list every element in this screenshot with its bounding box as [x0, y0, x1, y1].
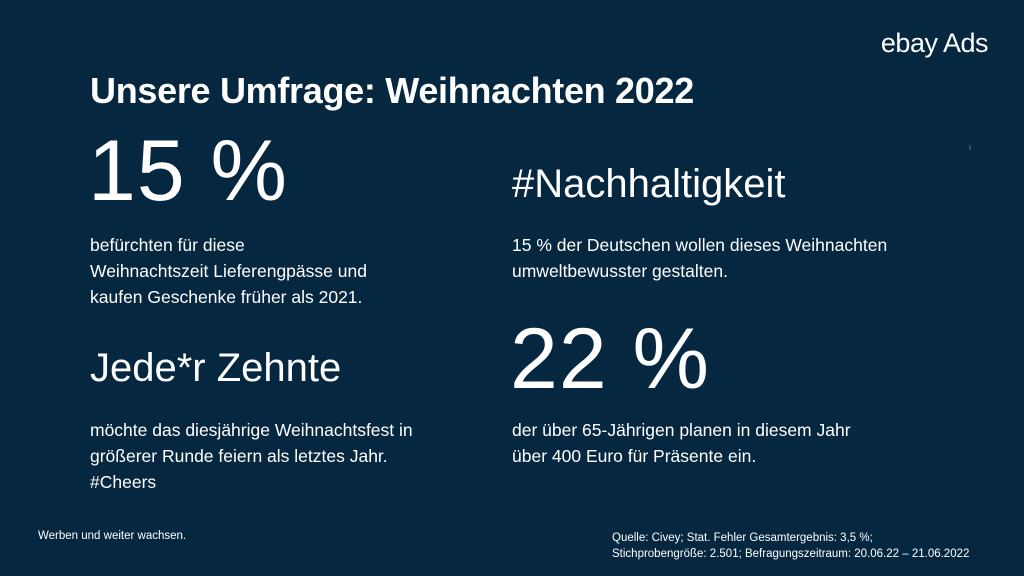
text-line: befürchten für diese	[90, 235, 245, 255]
source-line: Stichprobengröße: 2.501; Befragungszeitr…	[612, 548, 970, 560]
text-line: kaufen Geschenke früher als 2021.	[90, 287, 363, 307]
text-line: Weihnachtszeit Lieferengpässe und	[90, 261, 367, 281]
stat-jede-zehnte-description: möchte das diesjährige Weihnachtsfest in…	[90, 417, 413, 495]
stat-22-percent-value: 22 %	[510, 311, 711, 407]
edge-mark	[969, 145, 971, 150]
page-title: Unsere Umfrage: Weihnachten 2022	[90, 70, 694, 111]
stat-jede-zehnte-value: Jede*r Zehnte	[90, 346, 342, 390]
stat-nachhaltigkeit-value: #Nachhaltigkeit	[512, 162, 786, 206]
footer-tagline: Werben und weiter wachsen.	[38, 530, 187, 542]
text-line: größerer Runde feiern als letztes Jahr.	[90, 446, 388, 466]
text-line: 15 % der Deutschen wollen dieses Weihnac…	[512, 235, 888, 255]
stat-15-percent-description: befürchten für diese Weihnachtszeit Lief…	[90, 232, 367, 310]
text-line: möchte das diesjährige Weihnachtsfest in	[90, 420, 413, 440]
footer-source: Quelle: Civey; Stat. Fehler Gesamtergebn…	[612, 530, 969, 562]
text-line: #Cheers	[90, 472, 157, 492]
stat-15-percent-value: 15 %	[88, 123, 289, 219]
ebay-ads-logo: ebay Ads	[880, 28, 989, 58]
stat-22-percent-description: der über 65-Jährigen planen in diesem Ja…	[512, 417, 851, 469]
text-line: über 400 Euro für Präsente ein.	[512, 446, 757, 466]
text-line: der über 65-Jährigen planen in diesem Ja…	[512, 420, 851, 440]
stat-nachhaltigkeit-description: 15 % der Deutschen wollen dieses Weihnac…	[512, 232, 887, 284]
text-line: umweltbewusster gestalten.	[512, 261, 728, 281]
source-line: Quelle: Civey; Stat. Fehler Gesamtergebn…	[612, 532, 873, 544]
